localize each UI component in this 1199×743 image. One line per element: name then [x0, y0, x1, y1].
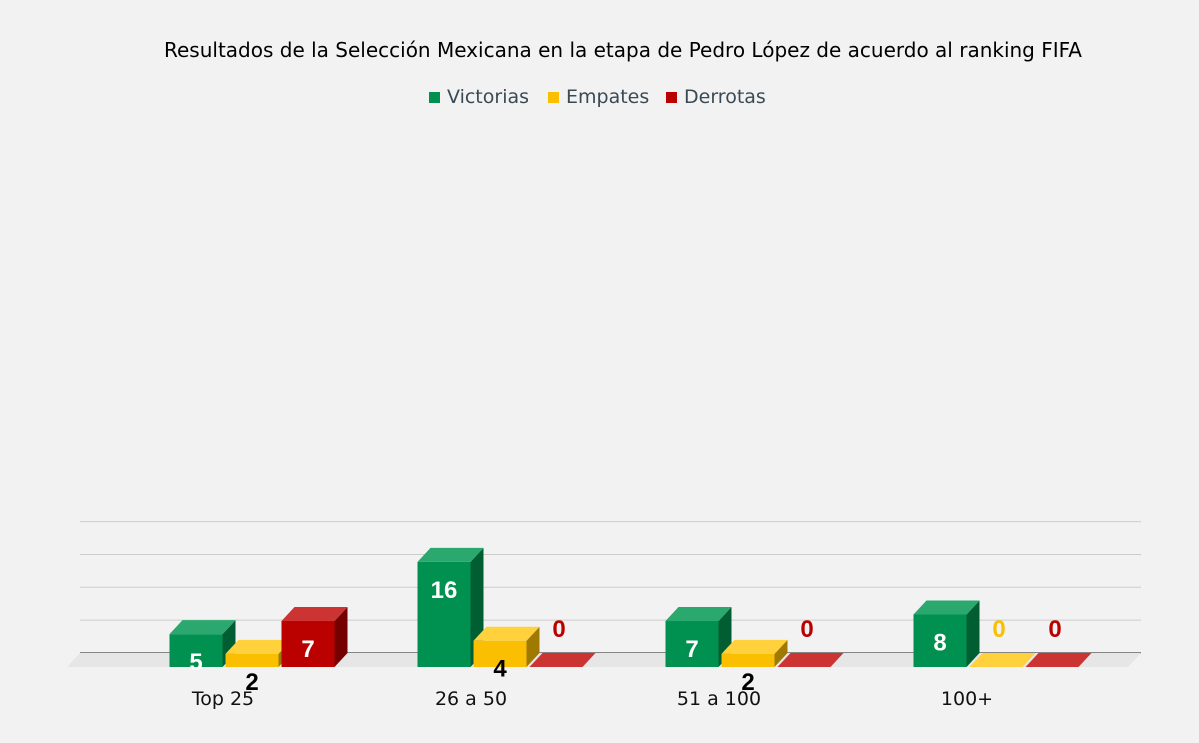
data-label-derrotas-0: 7	[301, 636, 314, 663]
legend-item-derrotas[interactable]: Derrotas	[666, 86, 766, 108]
bar-derrotas-0	[281, 607, 348, 667]
bar-victorias-3	[913, 600, 980, 667]
bar-empates-2	[721, 639, 788, 667]
bar-empates-3	[969, 653, 1036, 667]
bar-victorias-1	[417, 547, 484, 667]
grid-layer	[80, 521, 1141, 654]
x-tick-label: 51 a 100	[677, 688, 761, 710]
legend-label-victorias: Victorias	[447, 86, 530, 108]
data-label-derrotas-2: 0	[800, 616, 813, 643]
labels-layer: 5 2 7 16 4 0 7 2 0 8 0 0	[189, 577, 1061, 696]
data-label-victorias-2: 7	[685, 636, 698, 663]
legend-label-empates: Empates	[566, 86, 650, 108]
legend-item-victorias[interactable]: Victorias	[429, 86, 529, 108]
bars-layer	[169, 547, 1092, 667]
data-label-derrotas-3: 0	[1048, 616, 1061, 643]
legend: Victorias Empates Derrotas	[0, 86, 1199, 112]
bar-derrotas-3	[1025, 653, 1092, 667]
data-label-empates-3: 0	[992, 616, 1005, 643]
data-label-victorias-3: 8	[933, 629, 946, 656]
bar-derrotas-2	[777, 653, 844, 667]
data-label-empates-2: 2	[741, 669, 754, 696]
bar-derrotas-1	[529, 653, 596, 667]
data-label-victorias-1: 16	[431, 577, 458, 604]
x-axis: Top 25 26 a 50 51 a 100 100+	[191, 688, 993, 710]
x-tick-label: 100+	[941, 688, 993, 710]
bar-victorias-0	[169, 620, 236, 667]
chart-title: Resultados de la Selección Mexicana en l…	[164, 38, 1082, 62]
data-label-derrotas-1: 0	[552, 616, 565, 643]
data-label-victorias-0: 5	[189, 649, 202, 676]
x-tick-label: 26 a 50	[435, 688, 507, 710]
legend-swatch-empates	[548, 91, 559, 103]
x-tick-label: Top 25	[191, 688, 254, 710]
legend-swatch-victorias	[429, 91, 440, 103]
data-label-empates-1: 4	[493, 656, 507, 683]
legend-swatch-derrotas	[666, 91, 677, 103]
legend-item-empates[interactable]: Empates	[548, 86, 649, 108]
data-label-empates-0: 2	[245, 669, 258, 696]
legend-label-derrotas: Derrotas	[684, 86, 766, 108]
bar-empates-1	[473, 626, 540, 667]
